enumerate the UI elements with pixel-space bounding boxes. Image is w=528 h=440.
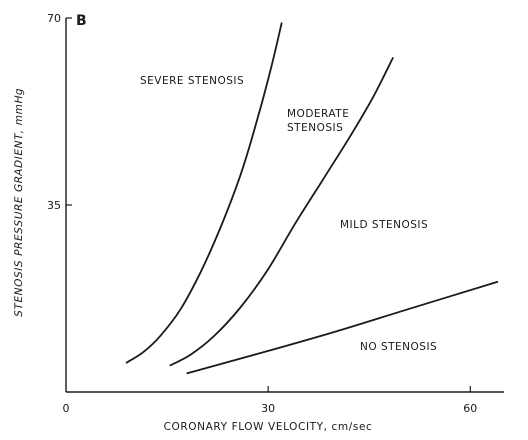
curve-no-stenosis <box>186 281 499 375</box>
curve-moderate-stenosis <box>169 57 394 367</box>
curves <box>125 22 499 375</box>
label-no-stenosis: NO STENOSIS <box>360 341 437 353</box>
x-tick-label-1: 30 <box>261 402 275 415</box>
axis-ticks: 0 30 60 35 70 <box>47 12 477 415</box>
y-axis-title: STENOSIS PRESSURE GRADIENT, mmHg <box>12 86 25 318</box>
panel-label: B <box>76 13 87 29</box>
label-line-no-stenosis-0: NO STENOSIS <box>360 341 437 353</box>
curve-labels: SEVERE STENOSIS MODERATE STENOSIS MILD STEN… <box>140 75 437 353</box>
label-moderate-stenosis: MODERATE STENOSIS <box>287 108 349 134</box>
y-tick-label-0: 35 <box>47 199 61 212</box>
label-severe-stenosis: SEVERE STENOSIS <box>140 75 244 87</box>
label-line-mild-stenosis-0: MILD STENOSIS <box>340 219 428 231</box>
label-mild-stenosis: MILD STENOSIS <box>340 219 428 231</box>
label-line-severe-stenosis-0: SEVERE STENOSIS <box>140 75 244 87</box>
label-line-moderate-stenosis-1: STENOSIS <box>287 122 343 134</box>
x-tick-label-0: 0 <box>63 402 70 415</box>
x-tick-label-2: 60 <box>463 402 477 415</box>
x-axis-title: CORONARY FLOW VELOCITY, cm/sec <box>164 421 373 433</box>
y-tick-label-1: 70 <box>47 12 61 25</box>
curve-severe-stenosis <box>125 22 283 364</box>
label-line-moderate-stenosis-0: MODERATE <box>287 108 349 120</box>
